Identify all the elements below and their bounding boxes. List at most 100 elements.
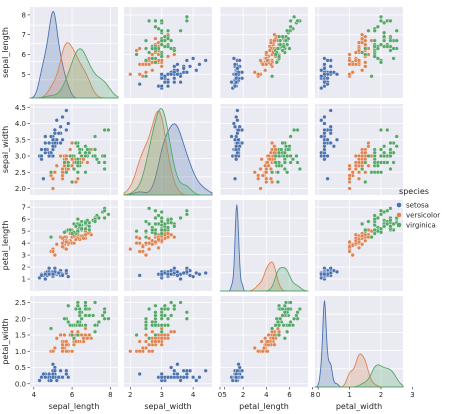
point-virginica bbox=[143, 219, 149, 224]
point-versicolor bbox=[58, 332, 63, 338]
point-setosa bbox=[47, 140, 52, 146]
point-setosa bbox=[39, 273, 44, 278]
point-setosa bbox=[66, 274, 71, 279]
point-versicolor bbox=[73, 339, 78, 344]
point-virginica bbox=[87, 150, 92, 155]
point-setosa bbox=[194, 68, 199, 73]
point-virginica bbox=[378, 42, 384, 47]
point-virginica bbox=[165, 306, 171, 312]
point-virginica bbox=[287, 46, 292, 51]
point-virginica bbox=[159, 329, 164, 334]
y-tick-label: 3 bbox=[22, 252, 26, 260]
point-virginica bbox=[143, 46, 149, 51]
point-setosa bbox=[322, 121, 327, 126]
point-versicolor bbox=[356, 239, 362, 244]
point-setosa bbox=[239, 375, 245, 380]
point-virginica bbox=[165, 28, 171, 33]
point-setosa bbox=[325, 58, 330, 63]
point-setosa bbox=[175, 371, 180, 377]
point-virginica bbox=[68, 153, 73, 159]
point-virginica bbox=[153, 231, 158, 236]
point-virginica bbox=[382, 20, 387, 25]
point-virginica bbox=[134, 332, 139, 338]
y-tick-label: 1.0 bbox=[15, 348, 26, 356]
point-setosa bbox=[197, 375, 202, 380]
point-virginica bbox=[83, 300, 88, 305]
point-virginica bbox=[83, 226, 88, 231]
point-setosa bbox=[203, 270, 208, 276]
point-versicolor bbox=[258, 186, 263, 191]
x-tick-label: 4 bbox=[32, 391, 37, 399]
point-versicolor bbox=[265, 339, 270, 344]
panel-sepal_length-vs-petal_length bbox=[219, 7, 308, 98]
point-virginica bbox=[281, 44, 286, 49]
legend-label-versicolor: versicolor bbox=[406, 212, 440, 220]
y-axis-label-sepal_length: sepal_length bbox=[1, 27, 10, 78]
point-versicolor bbox=[137, 249, 142, 254]
point-setosa bbox=[234, 80, 239, 85]
point-setosa bbox=[58, 124, 63, 129]
point-versicolor bbox=[143, 332, 149, 338]
point-setosa bbox=[137, 82, 142, 87]
point-virginica bbox=[280, 313, 285, 318]
point-setosa bbox=[334, 72, 340, 77]
point-setosa bbox=[47, 272, 52, 277]
point-virginica bbox=[278, 42, 283, 47]
point-virginica bbox=[363, 52, 368, 57]
point-virginica bbox=[288, 319, 293, 325]
x-tick-label: 2 bbox=[241, 391, 245, 399]
point-virginica bbox=[283, 144, 289, 149]
point-virginica bbox=[378, 18, 384, 23]
point-virginica bbox=[70, 231, 75, 236]
point-setosa bbox=[328, 64, 333, 69]
point-setosa bbox=[236, 362, 241, 367]
point-setosa bbox=[52, 140, 57, 146]
point-virginica bbox=[91, 313, 96, 318]
point-virginica bbox=[184, 18, 189, 23]
point-virginica bbox=[102, 160, 107, 165]
point-virginica bbox=[280, 140, 285, 146]
point-virginica bbox=[68, 227, 73, 233]
point-virginica bbox=[388, 206, 393, 211]
point-virginica bbox=[143, 38, 149, 43]
point-setosa bbox=[175, 269, 180, 274]
point-virginica bbox=[94, 157, 100, 162]
point-setosa bbox=[58, 368, 63, 373]
point-virginica bbox=[273, 153, 278, 159]
point-virginica bbox=[102, 127, 107, 133]
point-virginica bbox=[87, 224, 92, 229]
point-virginica bbox=[87, 313, 92, 318]
y-tick-label: 1 bbox=[22, 276, 26, 284]
point-virginica bbox=[162, 44, 167, 49]
point-setosa bbox=[234, 375, 239, 380]
point-virginica bbox=[378, 212, 384, 217]
point-setosa bbox=[322, 266, 327, 271]
panel-sepal_length-vs-petal_width bbox=[315, 7, 403, 98]
point-versicolor bbox=[272, 38, 277, 43]
y-tick-label: 4.5 bbox=[15, 104, 26, 112]
point-versicolor bbox=[259, 339, 264, 344]
point-virginica bbox=[378, 147, 384, 152]
point-virginica bbox=[394, 134, 399, 139]
point-versicolor bbox=[50, 176, 56, 181]
point-virginica bbox=[378, 127, 384, 133]
point-virginica bbox=[363, 160, 368, 165]
point-setosa bbox=[48, 378, 54, 383]
point-virginica bbox=[92, 219, 98, 224]
point-setosa bbox=[184, 266, 189, 271]
point-virginica bbox=[382, 30, 387, 35]
point-versicolor bbox=[252, 170, 257, 175]
panel-petal_width-vs-sepal_length bbox=[30, 296, 118, 387]
y-tick-label: 0.0 bbox=[15, 380, 26, 388]
point-virginica bbox=[388, 38, 393, 43]
point-versicolor bbox=[258, 58, 263, 63]
point-setosa bbox=[232, 124, 238, 129]
point-setosa bbox=[56, 270, 61, 276]
y-tick-label: 5 bbox=[22, 71, 26, 79]
point-virginica bbox=[83, 323, 88, 328]
point-virginica bbox=[372, 227, 377, 233]
point-virginica bbox=[184, 14, 189, 19]
point-versicolor bbox=[159, 64, 164, 69]
point-virginica bbox=[75, 217, 80, 222]
point-virginica bbox=[153, 310, 158, 315]
